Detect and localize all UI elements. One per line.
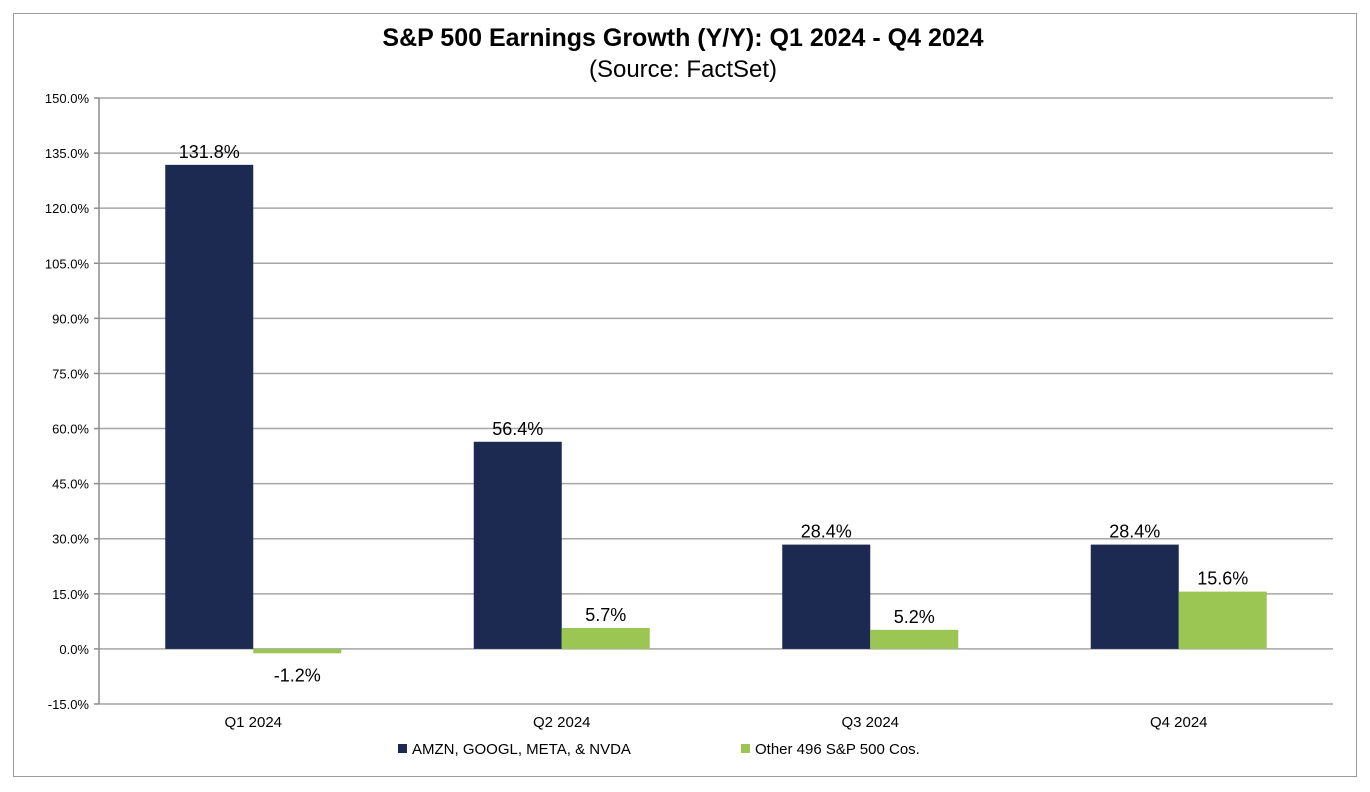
y-tick-label: 75.0%	[52, 366, 89, 381]
legend: AMZN, GOOGL, META, & NVDA Other 496 S&P 5…	[398, 741, 920, 758]
axes: 150.0% 135.0% 120.0% 105.0% 90.0% 75.0% 60.0% 4…	[45, 91, 1208, 731]
y-tick-label: 90.0%	[52, 311, 89, 326]
data-label: 131.8%	[179, 142, 240, 162]
bar	[782, 544, 871, 649]
x-tick-label: Q1 2024	[224, 714, 282, 731]
y-tick-label: -15.0%	[48, 697, 90, 712]
y-tick-label: 120.0%	[45, 201, 90, 216]
legend-swatch	[741, 744, 750, 753]
x-tick-label: Q2 2024	[533, 714, 591, 731]
x-tick-label: Q4 2024	[1150, 714, 1208, 731]
chart-title: S&P 500 Earnings Growth (Y/Y): Q1 2024 -…	[382, 24, 983, 52]
data-label: 56.4%	[492, 419, 543, 439]
data-label: 5.7%	[585, 605, 626, 625]
bar	[253, 648, 342, 654]
data-labels: 131.8% -1.2% 56.4% 5.7% 28.4% 5.2% 28.4% 15.6%	[179, 142, 1249, 685]
chart-subtitle: (Source: FactSet)	[589, 56, 777, 83]
bars	[165, 164, 1267, 654]
y-tick-label: 15.0%	[52, 587, 89, 602]
y-tick-label: 150.0%	[45, 91, 90, 106]
legend-label: AMZN, GOOGL, META, & NVDA	[412, 741, 631, 758]
y-tick-label: 60.0%	[52, 422, 89, 437]
y-tick-label: 30.0%	[52, 532, 89, 547]
legend-label: Other 496 S&P 500 Cos.	[755, 741, 920, 758]
bar	[561, 627, 650, 649]
data-label: 28.4%	[801, 522, 852, 542]
y-tick-label: 105.0%	[45, 256, 90, 271]
data-label: 28.4%	[1109, 522, 1160, 542]
bar	[1090, 544, 1179, 649]
y-tick-label: 0.0%	[59, 642, 89, 657]
data-label: 15.6%	[1197, 569, 1248, 589]
data-label: -1.2%	[274, 665, 321, 685]
data-label: 5.2%	[894, 607, 935, 627]
bar	[870, 629, 959, 649]
legend-swatch	[398, 744, 407, 753]
x-tick-label: Q3 2024	[841, 714, 899, 731]
bar	[473, 441, 562, 649]
gridlines	[99, 97, 1333, 705]
y-tick-label: 45.0%	[52, 477, 89, 492]
y-tick-label: 135.0%	[45, 146, 90, 161]
bar	[1178, 591, 1267, 649]
bar	[165, 164, 254, 649]
